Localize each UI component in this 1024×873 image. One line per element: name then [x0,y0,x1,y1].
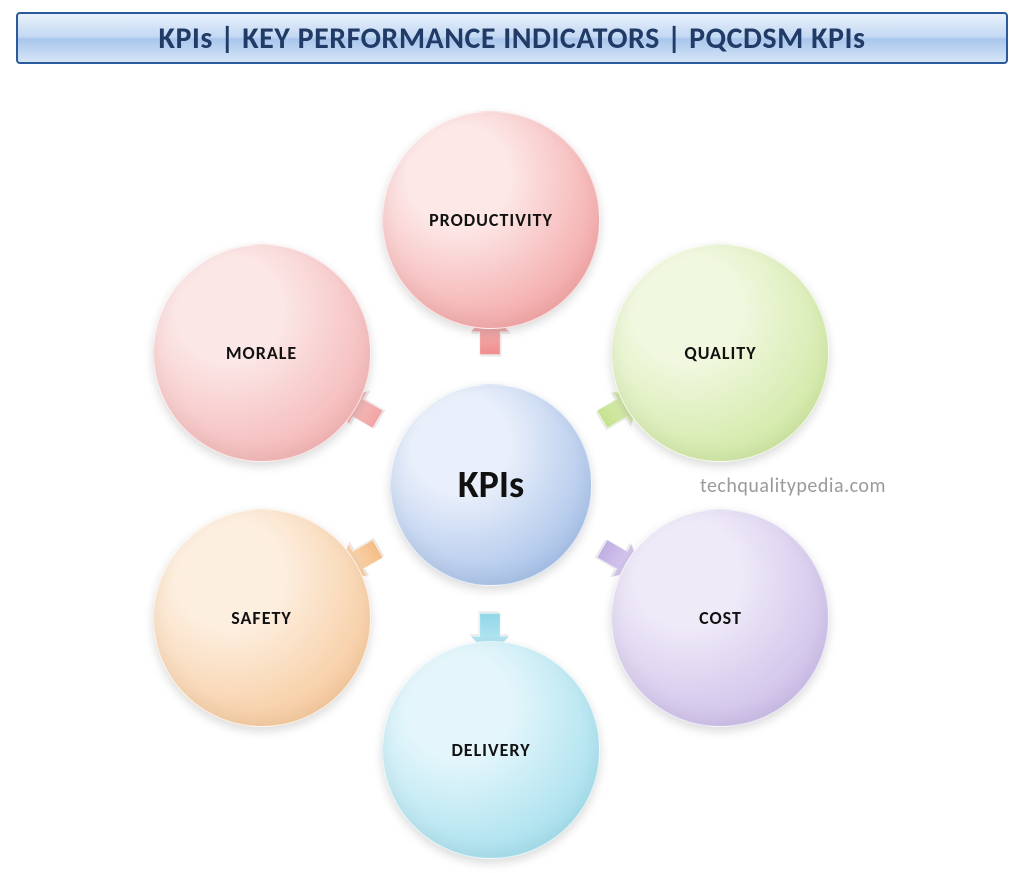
node-delivery: DELIVERY [382,641,600,859]
watermark-text: techqualitypedia.com [700,474,886,498]
diagram-stage: techqualitypedia.com PRODUCTIVITY QUALITY… [0,64,1024,873]
center-node: KPIs [390,384,592,586]
node-productivity-label: PRODUCTIVITY [429,209,553,231]
center-node-label: KPIs [458,462,524,508]
node-morale: MORALE [153,244,371,462]
node-morale-label: MORALE [226,342,297,364]
node-cost-label: COST [699,607,742,629]
node-quality-label: QUALITY [684,342,756,364]
title-bar: KPIs | KEY PERFORMANCE INDICATORS | PQCD… [16,12,1008,64]
page-title: KPIs | KEY PERFORMANCE INDICATORS | PQCD… [159,20,866,57]
node-delivery-label: DELIVERY [451,739,530,761]
node-safety-label: SAFETY [231,607,292,629]
node-cost: COST [611,509,829,727]
node-safety: SAFETY [153,509,371,727]
node-productivity: PRODUCTIVITY [382,111,600,329]
node-quality: QUALITY [611,244,829,462]
